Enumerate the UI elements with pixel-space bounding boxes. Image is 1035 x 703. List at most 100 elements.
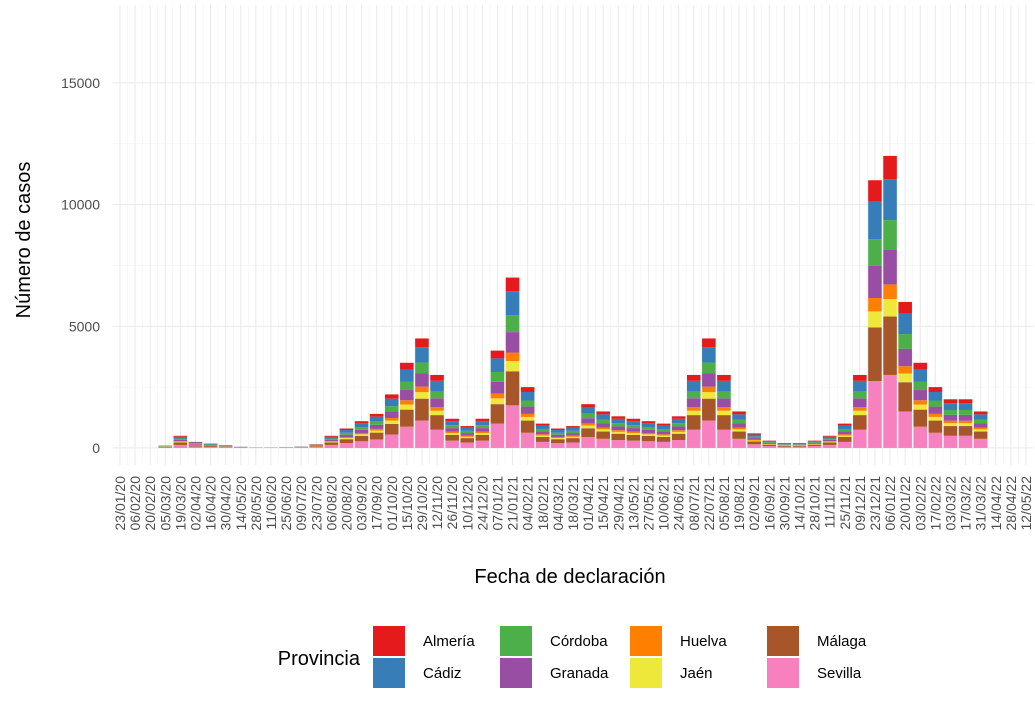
- x-tick-label: 31/03/22: [973, 476, 989, 531]
- bar-segment: [158, 447, 172, 448]
- x-tick-label: 02/09/21: [746, 476, 762, 531]
- bar-segment: [400, 370, 414, 382]
- bar-segment: [883, 284, 897, 299]
- bar-segment: [174, 442, 188, 443]
- bar-segment: [566, 442, 580, 447]
- bar-segment: [959, 410, 973, 415]
- x-tick-label: 04/02/21: [520, 476, 536, 531]
- bar-segment: [702, 387, 716, 392]
- bar-segment: [355, 433, 369, 434]
- bar-segment: [460, 433, 474, 436]
- bar-segment: [355, 427, 369, 430]
- bar-segment: [853, 381, 867, 391]
- bar-segment: [566, 431, 580, 433]
- x-tick-label: 22/07/21: [701, 476, 717, 531]
- bar-segment: [370, 421, 384, 424]
- x-tick-label: 14/05/20: [233, 476, 249, 531]
- bar-segment: [491, 358, 505, 372]
- bar-segment: [596, 432, 610, 439]
- bar-segment: [853, 411, 867, 415]
- bar-segment: [838, 426, 852, 429]
- bar-segment: [611, 432, 625, 434]
- x-tick-label: 29/10/20: [414, 476, 430, 531]
- bar-segment: [627, 432, 641, 433]
- bar-segment: [853, 415, 867, 430]
- x-tick-label: 30/04/20: [218, 476, 234, 531]
- bar-segment: [370, 433, 384, 440]
- bar-segment: [823, 441, 837, 442]
- bar-segment: [460, 426, 474, 428]
- bar-segment: [476, 428, 490, 432]
- bar-segment: [959, 421, 973, 423]
- legend-label: Almería: [423, 633, 475, 650]
- bar-segment: [702, 338, 716, 347]
- bar-segment: [430, 430, 444, 448]
- bar-segment: [370, 414, 384, 417]
- bar-segment: [717, 415, 731, 430]
- legend-label: Huelva: [680, 633, 727, 650]
- legend-key: [767, 626, 799, 656]
- bar-segment: [566, 437, 580, 438]
- bar-segment: [853, 398, 867, 407]
- bar-segment: [732, 414, 746, 419]
- bar-segment: [445, 421, 459, 425]
- bar-segment: [838, 424, 852, 426]
- bar-segment: [385, 421, 399, 424]
- bar-segment: [476, 441, 490, 448]
- bar-segment: [687, 415, 701, 430]
- bar-segment: [189, 443, 203, 444]
- bar-segment: [702, 373, 716, 386]
- bar-segment: [687, 391, 701, 398]
- bar-segment: [506, 278, 520, 292]
- x-tick-label: 03/03/22: [942, 476, 958, 531]
- bar-segment: [415, 387, 429, 392]
- bar-segment: [596, 439, 610, 448]
- bar-segment: [445, 428, 459, 432]
- bar-segment: [672, 430, 686, 432]
- bar-segment: [732, 419, 746, 423]
- x-tick-label: 13/05/21: [625, 476, 641, 531]
- bar-segment: [521, 401, 535, 407]
- bar-segment: [687, 411, 701, 415]
- bar-segment: [959, 426, 973, 436]
- bar-segment: [551, 443, 565, 448]
- bar-segment: [340, 435, 354, 437]
- bar-segment: [929, 417, 943, 421]
- bar-segment: [370, 431, 384, 433]
- bar-segment: [340, 428, 354, 430]
- x-tick-label: 25/06/20: [278, 476, 294, 531]
- bar-segment: [430, 381, 444, 391]
- bar-segment: [672, 432, 686, 434]
- bar-segment: [415, 373, 429, 386]
- bar-segment: [174, 438, 188, 439]
- bar-segment: [219, 447, 233, 448]
- bar-segment: [778, 443, 792, 444]
- bar-segment: [929, 387, 943, 392]
- bar-segment: [491, 382, 505, 394]
- bar-segment: [385, 406, 399, 411]
- bar-segment: [702, 392, 716, 399]
- bar-segment: [642, 423, 656, 427]
- bar-segment: [959, 423, 973, 426]
- bar-segment: [385, 399, 399, 406]
- x-tick-label: 20/08/20: [338, 476, 354, 531]
- bar-segment: [581, 414, 595, 418]
- bar-segment: [385, 424, 399, 435]
- bar-segment: [430, 398, 444, 407]
- bar-segment: [174, 442, 188, 444]
- x-tick-label: 04/03/21: [550, 476, 566, 531]
- bar-segment: [566, 433, 580, 436]
- bar-segment: [808, 441, 822, 442]
- bar-segment: [657, 426, 671, 429]
- x-tick-label: 20/01/22: [897, 476, 913, 531]
- bar-segment: [687, 407, 701, 411]
- bar-segment: [974, 432, 988, 439]
- bar-segment: [611, 423, 625, 426]
- bar-segment: [642, 430, 656, 433]
- bar-segment: [898, 349, 912, 367]
- bar-segment: [370, 429, 384, 431]
- bar-segment: [808, 446, 822, 448]
- bar-segment: [944, 403, 958, 410]
- bar-segment: [536, 431, 550, 434]
- bar-segment: [325, 440, 339, 441]
